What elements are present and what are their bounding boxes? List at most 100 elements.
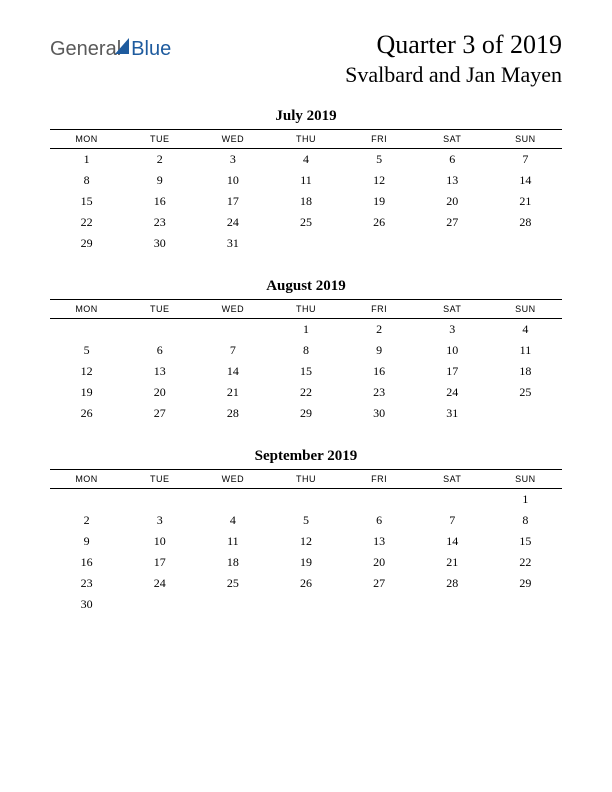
calendar-cell: 31 bbox=[416, 403, 489, 424]
day-header: THU bbox=[269, 470, 342, 489]
page-title: Quarter 3 of 2019 bbox=[345, 30, 562, 60]
calendar-cell: 29 bbox=[50, 233, 123, 254]
calendar-cell: 10 bbox=[196, 170, 269, 191]
calendar-cell: 29 bbox=[269, 403, 342, 424]
calendar-cell: 29 bbox=[489, 573, 562, 594]
calendar-cell: 13 bbox=[416, 170, 489, 191]
calendar-cell: 6 bbox=[343, 510, 416, 531]
calendar-table: MONTUEWEDTHUFRISATSUN1234567891011121314… bbox=[50, 469, 562, 615]
day-header: TUE bbox=[123, 470, 196, 489]
calendar-cell: 5 bbox=[269, 510, 342, 531]
calendar-cell: 30 bbox=[50, 594, 123, 615]
calendar-cell bbox=[343, 489, 416, 511]
day-header: THU bbox=[269, 300, 342, 319]
day-header: FRI bbox=[343, 300, 416, 319]
calendar-cell: 13 bbox=[343, 531, 416, 552]
day-header: SAT bbox=[416, 470, 489, 489]
month-block: September 2019MONTUEWEDTHUFRISATSUN12345… bbox=[50, 448, 562, 615]
calendar-cell bbox=[50, 489, 123, 511]
day-header: SAT bbox=[416, 130, 489, 149]
calendar-cell: 19 bbox=[343, 191, 416, 212]
calendar-cell: 9 bbox=[50, 531, 123, 552]
calendar-cell: 4 bbox=[269, 149, 342, 171]
calendar-cell: 30 bbox=[343, 403, 416, 424]
day-header: TUE bbox=[123, 300, 196, 319]
calendar-cell: 3 bbox=[416, 319, 489, 341]
calendar-row: 262728293031 bbox=[50, 403, 562, 424]
calendar-cell: 30 bbox=[123, 233, 196, 254]
calendar-cell: 3 bbox=[196, 149, 269, 171]
calendar-cell bbox=[343, 233, 416, 254]
month-block: July 2019MONTUEWEDTHUFRISATSUN1234567891… bbox=[50, 108, 562, 254]
calendar-cell: 5 bbox=[50, 340, 123, 361]
calendar-cell: 15 bbox=[50, 191, 123, 212]
calendar-cell: 21 bbox=[196, 382, 269, 403]
month-title: September 2019 bbox=[50, 448, 562, 465]
calendar-cell: 24 bbox=[123, 573, 196, 594]
logo-triangle-icon bbox=[115, 38, 129, 54]
calendar-cell: 3 bbox=[123, 510, 196, 531]
calendar-cell bbox=[489, 594, 562, 615]
day-header: SUN bbox=[489, 300, 562, 319]
calendar-row: 15161718192021 bbox=[50, 191, 562, 212]
month-block: August 2019MONTUEWEDTHUFRISATSUN12345678… bbox=[50, 278, 562, 424]
calendar-table: MONTUEWEDTHUFRISATSUN1234567891011121314… bbox=[50, 299, 562, 424]
calendar-cell: 4 bbox=[489, 319, 562, 341]
calendar-cell: 24 bbox=[196, 212, 269, 233]
calendar-cell: 5 bbox=[343, 149, 416, 171]
calendar-cell: 17 bbox=[416, 361, 489, 382]
day-header: FRI bbox=[343, 130, 416, 149]
logo-text-blue: Blue bbox=[131, 38, 171, 61]
calendar-cell bbox=[343, 594, 416, 615]
calendar-cell: 25 bbox=[196, 573, 269, 594]
calendar-cell: 14 bbox=[196, 361, 269, 382]
day-header: MON bbox=[50, 130, 123, 149]
calendar-cell: 15 bbox=[489, 531, 562, 552]
calendar-cell: 7 bbox=[196, 340, 269, 361]
calendar-container: July 2019MONTUEWEDTHUFRISATSUN1234567891… bbox=[50, 108, 562, 615]
calendar-cell: 19 bbox=[50, 382, 123, 403]
calendar-row: 16171819202122 bbox=[50, 552, 562, 573]
calendar-cell: 11 bbox=[196, 531, 269, 552]
calendar-row: 30 bbox=[50, 594, 562, 615]
calendar-cell bbox=[489, 233, 562, 254]
calendar-table: MONTUEWEDTHUFRISATSUN1234567891011121314… bbox=[50, 129, 562, 254]
calendar-cell: 16 bbox=[50, 552, 123, 573]
calendar-cell: 23 bbox=[50, 573, 123, 594]
calendar-cell: 28 bbox=[196, 403, 269, 424]
calendar-cell: 22 bbox=[489, 552, 562, 573]
calendar-cell: 1 bbox=[489, 489, 562, 511]
calendar-cell: 8 bbox=[489, 510, 562, 531]
day-header: WED bbox=[196, 470, 269, 489]
calendar-cell: 16 bbox=[343, 361, 416, 382]
page-subtitle: Svalbard and Jan Mayen bbox=[345, 62, 562, 88]
calendar-cell: 28 bbox=[489, 212, 562, 233]
logo-text-general: General bbox=[50, 38, 121, 61]
calendar-cell: 23 bbox=[343, 382, 416, 403]
calendar-row: 1 bbox=[50, 489, 562, 511]
calendar-cell bbox=[123, 489, 196, 511]
calendar-cell: 27 bbox=[416, 212, 489, 233]
calendar-cell: 8 bbox=[269, 340, 342, 361]
calendar-cell: 17 bbox=[123, 552, 196, 573]
calendar-cell: 2 bbox=[123, 149, 196, 171]
calendar-cell: 27 bbox=[123, 403, 196, 424]
day-header: TUE bbox=[123, 130, 196, 149]
calendar-cell: 26 bbox=[269, 573, 342, 594]
calendar-cell: 2 bbox=[343, 319, 416, 341]
calendar-cell: 31 bbox=[196, 233, 269, 254]
calendar-cell: 28 bbox=[416, 573, 489, 594]
calendar-cell: 23 bbox=[123, 212, 196, 233]
calendar-cell bbox=[269, 594, 342, 615]
calendar-cell bbox=[489, 403, 562, 424]
day-header: FRI bbox=[343, 470, 416, 489]
day-header: MON bbox=[50, 470, 123, 489]
calendar-cell: 21 bbox=[416, 552, 489, 573]
calendar-cell: 22 bbox=[269, 382, 342, 403]
logo: General Blue bbox=[50, 38, 171, 61]
day-header: WED bbox=[196, 300, 269, 319]
page-header: General Blue Quarter 3 of 2019 Svalbard … bbox=[50, 30, 562, 88]
calendar-cell: 14 bbox=[489, 170, 562, 191]
calendar-cell: 6 bbox=[416, 149, 489, 171]
calendar-row: 23242526272829 bbox=[50, 573, 562, 594]
